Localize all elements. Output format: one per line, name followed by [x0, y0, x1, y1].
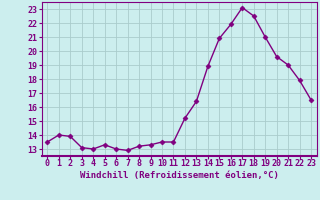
X-axis label: Windchill (Refroidissement éolien,°C): Windchill (Refroidissement éolien,°C) [80, 171, 279, 180]
